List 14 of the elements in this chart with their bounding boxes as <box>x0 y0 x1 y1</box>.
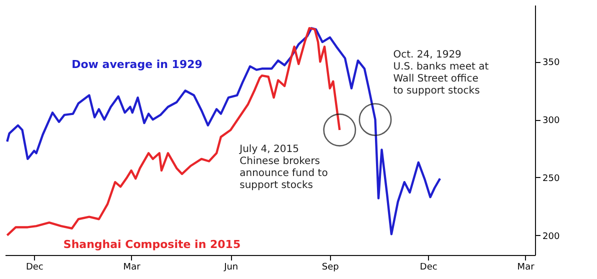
y-tick-label: 300 <box>542 116 560 126</box>
annotation: July 4, 2015 Chinese brokers announce fund to support stocks <box>238 144 328 191</box>
series-label: Shanghai Composite in 2015 <box>63 238 241 251</box>
annotation: Oct. 24, 1929 U.S. banks meet at Wall Street office to support stocks <box>393 50 489 97</box>
x-tick-label: Dec <box>26 262 44 272</box>
y-tick-label: 200 <box>542 232 560 242</box>
text: Dow average in 1929 <box>72 58 202 71</box>
y-tick-label: 350 <box>542 58 560 68</box>
x-tick-label: Mar <box>123 262 141 272</box>
x-tick-label: Dec <box>420 262 438 272</box>
x-tick-label: Jun <box>223 262 238 272</box>
x-tick-label: Sep <box>322 262 340 272</box>
x-tick-label: Mar <box>517 262 535 272</box>
y-tick-label: 250 <box>542 174 560 184</box>
